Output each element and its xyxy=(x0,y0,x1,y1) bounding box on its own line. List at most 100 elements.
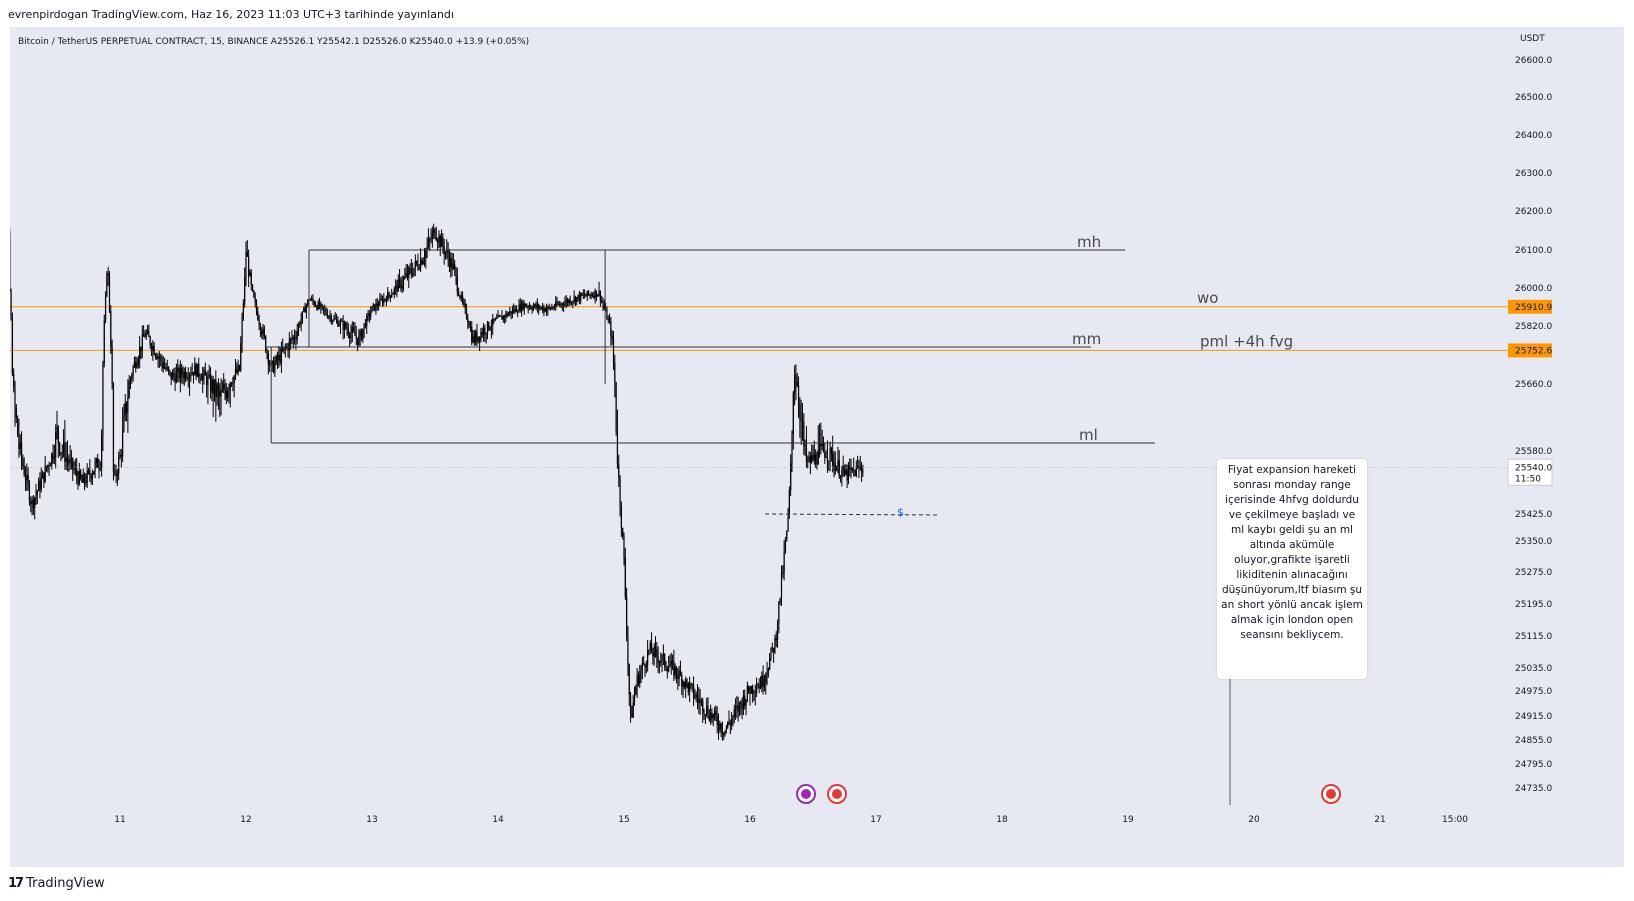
candle xyxy=(534,303,536,309)
candle xyxy=(681,671,683,695)
candle-body xyxy=(156,356,158,359)
candle-body xyxy=(173,372,175,376)
candle xyxy=(755,677,758,698)
candle-body xyxy=(398,279,401,281)
candle xyxy=(517,309,519,318)
candle xyxy=(304,302,306,313)
candle-body xyxy=(775,638,777,640)
candle xyxy=(49,462,52,467)
candle-body xyxy=(26,474,28,481)
price-chart[interactable]: wo 25910.9 pml +4h fvg 25752.6 mh mm ml $ Bitc… xyxy=(10,27,1624,867)
candle xyxy=(53,444,55,465)
candles-layer xyxy=(10,223,864,741)
candle-body xyxy=(346,327,348,330)
candle-body xyxy=(227,391,229,398)
candle-body xyxy=(345,322,347,328)
candle xyxy=(643,655,645,666)
candle xyxy=(43,472,45,488)
candle xyxy=(309,297,311,301)
candle xyxy=(857,455,859,470)
candle xyxy=(359,328,361,346)
candle-body xyxy=(773,647,775,653)
candle-body xyxy=(843,466,846,475)
candle-body xyxy=(647,650,649,665)
candle xyxy=(473,330,475,346)
analysis-note[interactable]: Fiyat expansion hareketi sonrası monday … xyxy=(1217,459,1367,679)
candle-body xyxy=(804,445,806,447)
candle xyxy=(402,275,405,292)
candle-body xyxy=(658,661,661,664)
candle-body xyxy=(322,306,325,310)
candle xyxy=(671,654,674,671)
brand-label: TradingView xyxy=(26,876,105,891)
candle xyxy=(265,334,267,354)
candle-body xyxy=(690,683,692,685)
candle xyxy=(442,232,444,254)
candle-body xyxy=(778,601,780,625)
candle-body xyxy=(519,304,521,311)
candle xyxy=(237,359,239,376)
candle-body xyxy=(560,303,562,305)
candle-body xyxy=(107,273,109,276)
candle xyxy=(393,286,395,299)
candle xyxy=(721,721,724,741)
candle xyxy=(501,309,503,320)
candle xyxy=(637,671,640,687)
candle xyxy=(758,678,760,694)
candle xyxy=(817,425,819,465)
candle-body xyxy=(648,649,650,651)
candle xyxy=(496,313,498,320)
candle xyxy=(39,472,41,499)
candle-body xyxy=(807,459,809,462)
candle xyxy=(763,674,766,692)
candle xyxy=(540,306,542,310)
candle xyxy=(555,295,557,311)
candle-body xyxy=(611,336,613,340)
candle-body xyxy=(545,309,548,312)
candle-body xyxy=(43,472,45,482)
candle xyxy=(102,360,104,452)
candle-body xyxy=(223,383,225,391)
candle xyxy=(580,292,582,305)
candle xyxy=(15,404,17,424)
candle-body xyxy=(211,379,213,392)
candle xyxy=(505,310,507,323)
candle-body xyxy=(706,706,708,715)
candle-body xyxy=(402,278,405,286)
candle-body xyxy=(106,273,108,297)
candle-body xyxy=(164,367,166,369)
candle-body xyxy=(64,442,66,462)
candle xyxy=(324,304,326,317)
candle xyxy=(144,330,146,338)
candle xyxy=(695,691,697,703)
y-tick-label: 26600.0 xyxy=(1515,56,1552,66)
candle-body xyxy=(38,480,40,492)
chart-area[interactable]: wo 25910.9 pml +4h fvg 25752.6 mh mm ml $ Bitc… xyxy=(10,27,1624,867)
candle xyxy=(766,661,768,686)
candle-body xyxy=(347,329,349,335)
candle-body xyxy=(241,317,243,344)
candle xyxy=(166,359,168,372)
candle xyxy=(753,689,755,701)
candle xyxy=(557,300,559,306)
candle xyxy=(328,315,330,320)
us-flag-icon-dot xyxy=(832,789,842,799)
current-price-badge xyxy=(1507,458,1553,486)
candle-body xyxy=(313,301,315,306)
candle xyxy=(771,642,773,653)
candle-body xyxy=(837,460,839,467)
candle-body xyxy=(112,383,115,472)
candle-body xyxy=(452,263,454,270)
candle xyxy=(217,378,220,410)
candle-body xyxy=(35,494,37,498)
tradingview-brand[interactable]: 17 TradingView xyxy=(8,876,105,891)
candle-body xyxy=(816,463,818,465)
x-tick-label: 14 xyxy=(492,815,504,825)
candle-body xyxy=(589,294,591,296)
candle xyxy=(69,445,71,470)
candle-body xyxy=(83,474,86,483)
candle-body xyxy=(52,453,54,459)
candle xyxy=(186,372,188,381)
candle-body xyxy=(341,320,343,322)
range-label: mh xyxy=(1077,233,1101,251)
